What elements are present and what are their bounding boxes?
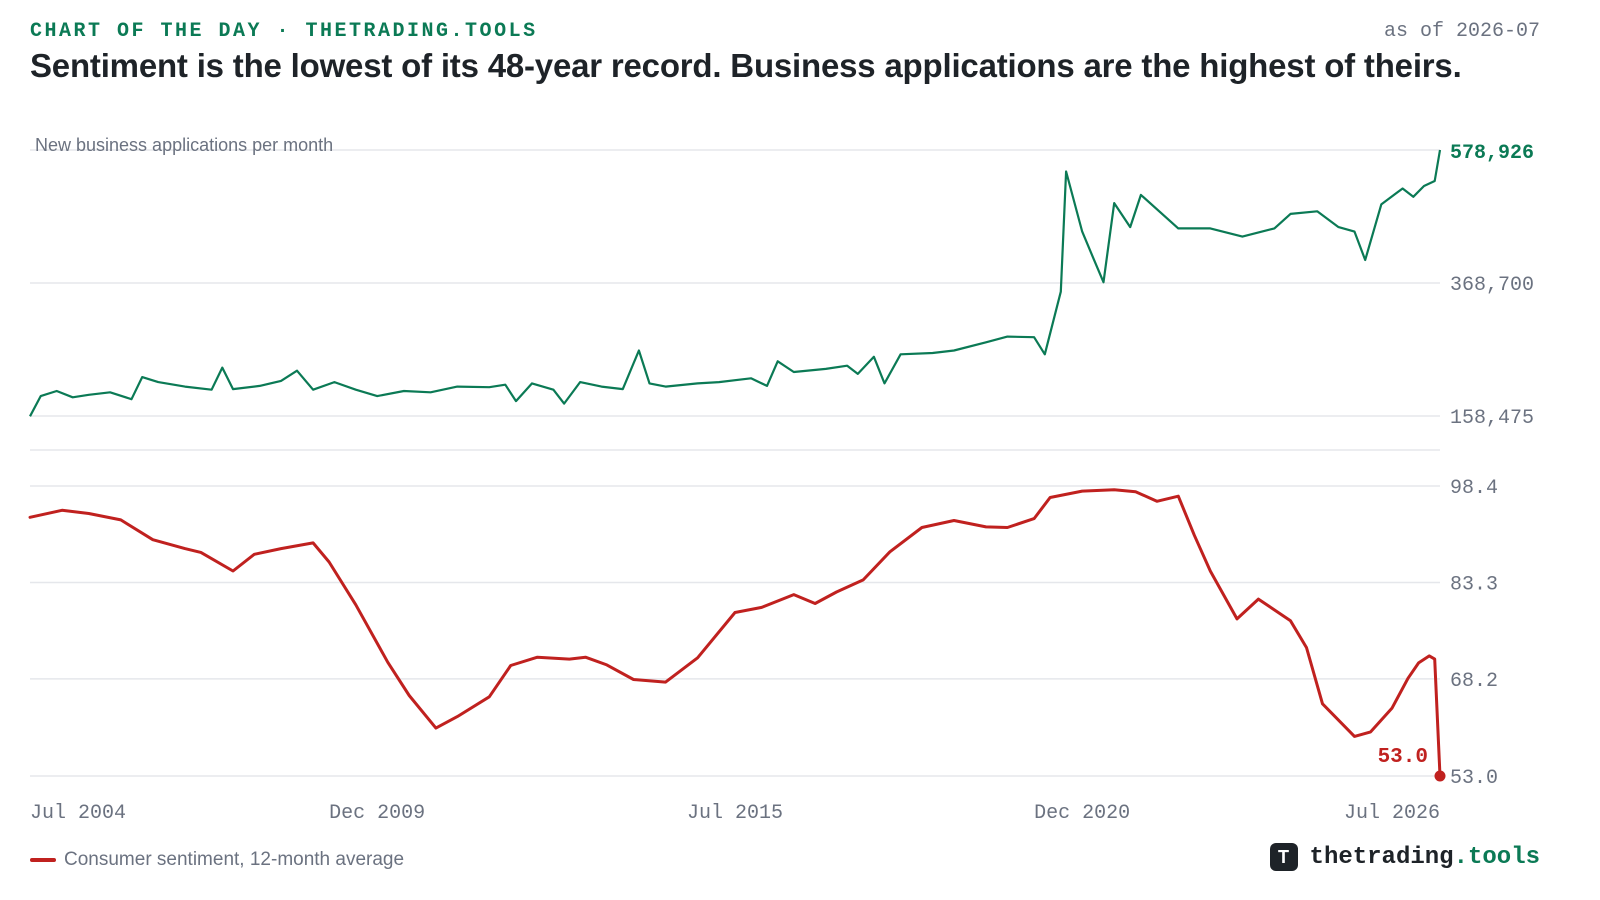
- business-applications-line: [29, 149, 1442, 417]
- top-end-value-label: 578,926: [1450, 142, 1534, 165]
- sentiment-end-value-label: 53.0: [1378, 746, 1428, 769]
- legend-swatch-red-line: [30, 858, 56, 862]
- headline: Sentiment is the lowest of its 48-year r…: [30, 47, 1462, 84]
- x-tick-label: Dec 2020: [1034, 802, 1130, 825]
- bottom-ytick-label: 68.2: [1450, 670, 1498, 693]
- brand-logo-icon: T: [1269, 843, 1298, 871]
- x-tick-label: Jul 2026: [1344, 802, 1440, 825]
- kicker: CHART OF THE DAY · THETRADING.TOOLS: [30, 20, 538, 43]
- bottom-ytick-label: 83.3: [1450, 573, 1498, 596]
- brand[interactable]: T thetrading .tools: [1269, 843, 1540, 871]
- brand-name: thetrading: [1309, 843, 1454, 871]
- bottom-ytick-label: 53.0: [1450, 767, 1498, 790]
- sentiment-end-dot: [1434, 770, 1446, 782]
- bottom-ytick-label: 98.4: [1450, 477, 1498, 500]
- as-of-date: as of 2026-07: [1383, 20, 1540, 43]
- x-tick-label: Jul 2015: [687, 802, 783, 825]
- top-panel-label: New business applications per month: [35, 135, 333, 155]
- brand-tld: .tools: [1453, 843, 1540, 871]
- top-ytick-label: 368,700: [1450, 274, 1534, 297]
- top-ytick-label: 158,475: [1450, 407, 1534, 430]
- legend-label: Consumer sentiment, 12-month average: [64, 849, 405, 870]
- legend: Consumer sentiment, 12-month average: [30, 849, 404, 871]
- consumer-sentiment-line: [28, 488, 1442, 778]
- x-tick-label: Dec 2009: [329, 802, 425, 825]
- dual-line-chart: 368,700 158,475 New business applications …: [28, 135, 1534, 825]
- x-tick-label: Jul 2004: [30, 802, 126, 825]
